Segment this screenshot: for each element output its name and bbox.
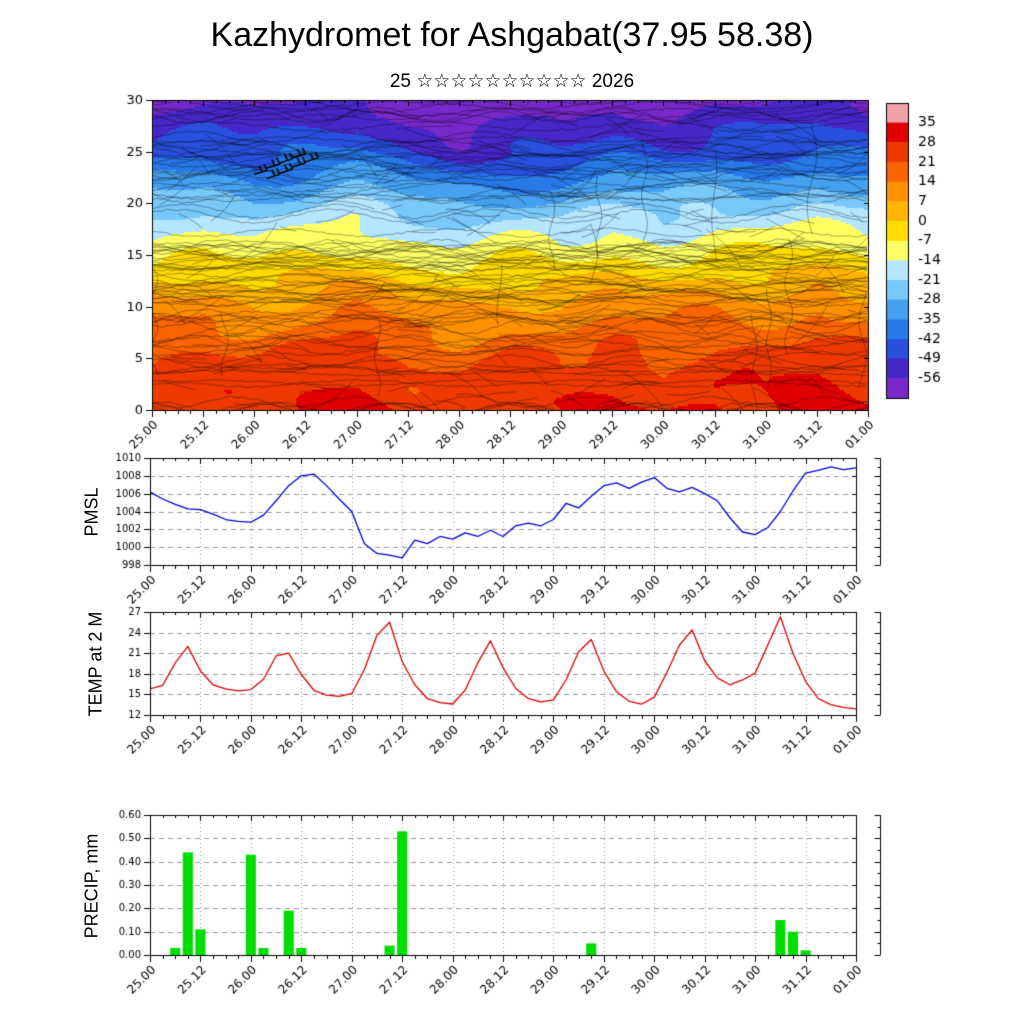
pmsl-axis-label: PMSL [81,487,102,537]
temp-axis-label: TEMP at 2 M [85,611,106,717]
temperature-colorbar [878,95,1024,415]
precip-axis-label: PRECIP, mm [81,833,102,939]
temperature-height-cross-section-chart [0,90,878,458]
pmsl-line-chart [0,450,900,612]
date-subtitle: 25 ☆☆☆☆☆☆☆☆☆☆ 2026 [389,71,635,92]
precip-bar-chart [0,807,900,1012]
temp-2m-line-chart [0,604,900,766]
page-title: Kazhydromet for Ashgabat(37.95 58.38) [210,16,814,54]
